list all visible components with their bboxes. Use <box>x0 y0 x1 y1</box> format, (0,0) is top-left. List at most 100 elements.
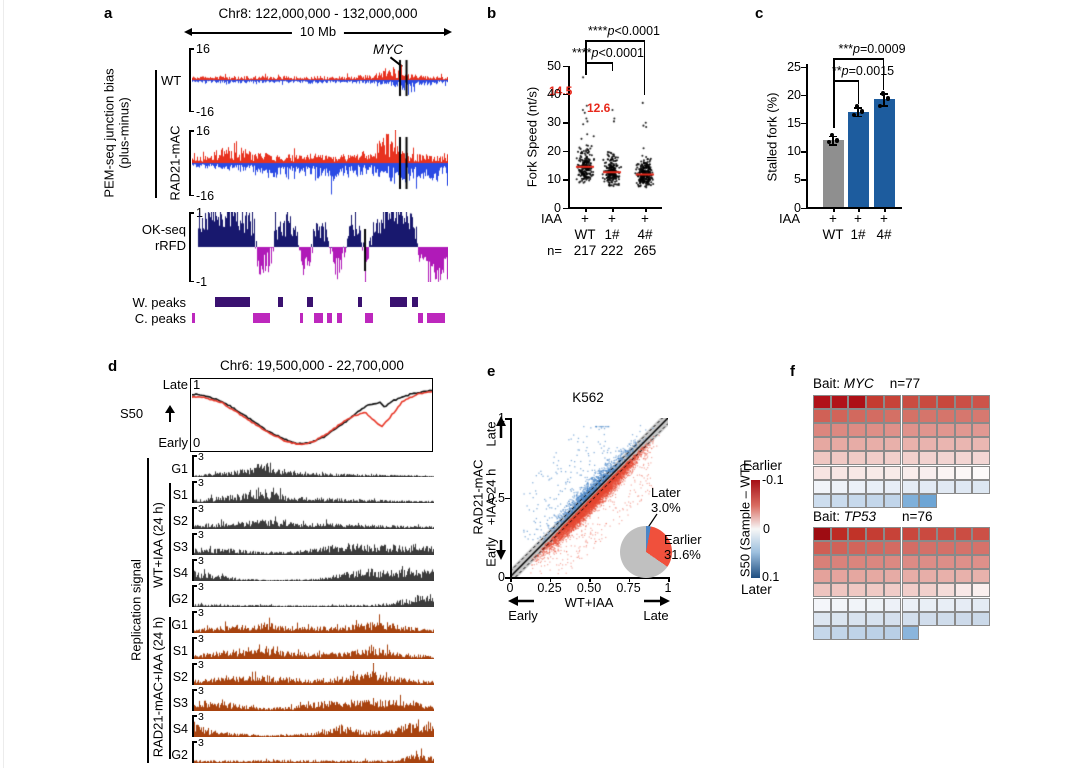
w-peak-block <box>389 297 408 307</box>
sig-bracket-upper-left-leg <box>833 58 835 80</box>
heatmap-cell <box>954 611 973 626</box>
c-peak-block <box>300 313 304 323</box>
data-point <box>880 91 886 96</box>
heatmap-cell <box>848 625 867 640</box>
heatmap-cell <box>954 569 973 584</box>
x-tick <box>589 577 591 582</box>
y-tick-label: 10 <box>787 144 801 159</box>
heatmap-cell <box>883 423 902 438</box>
heatmap-cell <box>883 583 902 598</box>
heatmap-cell <box>954 437 973 452</box>
replication-track-canvas <box>194 663 434 685</box>
heatmap-cell <box>936 569 955 584</box>
heatmap-cell <box>972 465 990 480</box>
panel-a-title: Chr8: 122,000,000 - 132,000,000 <box>218 6 418 21</box>
heatmap-cell <box>883 451 902 466</box>
y-tick-label: 20 <box>787 87 801 102</box>
replication-track-canvas <box>194 585 434 607</box>
heatmap-cell <box>883 493 902 508</box>
heatmap-cell <box>972 541 990 556</box>
heatmap-cell <box>883 569 902 584</box>
group-label: 1# <box>604 227 620 242</box>
sig-bracket-upper <box>833 58 884 60</box>
y-tick-label: 50 <box>547 58 561 73</box>
heatmap-cell <box>919 395 937 410</box>
group-bracket-rad21 <box>169 617 171 759</box>
s50-up-arrow-icon <box>165 405 175 422</box>
heatmap-cell <box>972 555 990 570</box>
heatmap-cell <box>813 527 831 542</box>
heatmap-cell <box>919 423 937 438</box>
heatmap-cell <box>972 437 990 452</box>
heatmap-cell <box>830 465 849 480</box>
data-point <box>859 109 865 114</box>
heatmap-cell <box>830 541 849 556</box>
x-tick-label: 0.50 <box>576 581 602 595</box>
y-tick <box>801 122 806 125</box>
pie-later-label: Later 3.0% <box>651 485 681 515</box>
heatmap-cell <box>972 395 990 410</box>
heatmap-cell <box>866 423 884 438</box>
iaa-label: IAA <box>541 211 562 226</box>
sig-stars: **** <box>588 24 608 38</box>
replication-signal-bracket <box>147 458 149 763</box>
panel-e-y-axis <box>510 418 512 578</box>
junction-bias-track-wt <box>192 48 448 112</box>
panel-f-label: f <box>790 363 795 380</box>
heatmap-cell <box>866 451 884 466</box>
heatmap-cell <box>954 395 973 410</box>
y-tick-label: 10 <box>547 172 561 187</box>
heatmap-cell <box>954 451 973 466</box>
error-bar-cap <box>829 144 837 146</box>
heatmap-cell <box>901 451 920 466</box>
heatmap-cell <box>848 555 867 570</box>
y-tick-label: 25 <box>787 59 801 74</box>
heatmap-cell <box>813 437 831 452</box>
heatmap-cell <box>813 409 831 424</box>
y-early-label: Early <box>483 537 499 567</box>
heatmap-cell <box>901 465 920 480</box>
replication-track-canvas <box>194 507 434 529</box>
heatmap-cell <box>936 541 955 556</box>
s50-early-label: Early <box>158 435 188 450</box>
group-label: 1# <box>850 227 866 242</box>
heatmap-cell <box>848 409 867 424</box>
y-late-label: Late <box>483 421 499 447</box>
heatmap-cell <box>954 465 973 480</box>
x-tick <box>510 577 512 582</box>
track-scale-bracket <box>192 533 194 555</box>
pie-earlier-text: Earlier <box>664 532 702 547</box>
data-point <box>829 132 835 137</box>
panel-b: b Fork Speed (nt/s) 14.5 12.6 ****p<0.00… <box>487 0 737 270</box>
heatmap-cell <box>936 409 955 424</box>
track-label: S3 <box>172 696 188 710</box>
y-tick-label: 20 <box>547 143 561 158</box>
replication-track-canvas <box>194 559 434 581</box>
heatmap-cell <box>919 597 937 612</box>
y-tick <box>563 150 568 153</box>
scale-arrow-right-icon <box>444 28 452 36</box>
panel-b-y-axis-label: Fork Speed (nt/s) <box>524 86 540 188</box>
replication-track-canvas <box>194 611 434 633</box>
heatmap-cell <box>901 527 920 542</box>
heatmap-cell <box>883 409 902 424</box>
heatmap-cell <box>972 527 990 542</box>
track3-scale-bracket <box>189 212 191 282</box>
heatmap-cell <box>866 625 884 640</box>
y-tick-label: 0 <box>554 200 561 215</box>
sig-bracket-upper-right-leg <box>882 58 884 90</box>
heatmap-cell <box>972 409 990 424</box>
heatmap-cell <box>883 479 902 494</box>
heatmap-cell <box>954 583 973 598</box>
y-tick <box>505 418 510 420</box>
heatmap-cell <box>901 479 920 494</box>
panel-a-axis-bracket <box>155 70 157 198</box>
data-point <box>854 104 860 109</box>
heatmap-cell <box>813 493 831 508</box>
sig-value: =0.0009 <box>860 42 906 56</box>
x-tick-label: 1 <box>664 581 672 595</box>
group-label: 4# <box>876 227 892 242</box>
heatmap-cell <box>866 583 884 598</box>
sig-stars: *** <box>838 42 854 56</box>
sig-value: <0.0001 <box>614 24 660 38</box>
